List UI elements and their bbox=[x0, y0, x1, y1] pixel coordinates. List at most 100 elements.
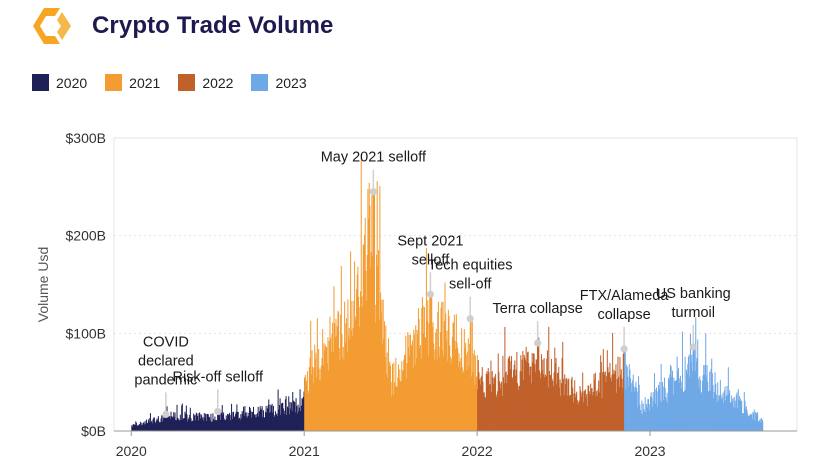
volume-bar bbox=[235, 414, 237, 431]
annotation-label: Risk-off selloff bbox=[172, 369, 263, 385]
volume-bar bbox=[368, 182, 370, 431]
volume-bar bbox=[235, 411, 237, 431]
volume-bar bbox=[622, 387, 624, 431]
volume-bar bbox=[136, 425, 138, 431]
volume-bar bbox=[258, 416, 260, 431]
volume-bar bbox=[280, 403, 282, 431]
volume-bar bbox=[417, 308, 419, 431]
volume-bar bbox=[364, 234, 366, 431]
volume-bar bbox=[631, 391, 633, 431]
volume-bar bbox=[652, 406, 654, 431]
volume-bar bbox=[592, 392, 594, 431]
legend-item-2022[interactable]: 2022 bbox=[178, 74, 233, 91]
volume-bar bbox=[435, 332, 437, 431]
volume-bar bbox=[689, 376, 691, 431]
volume-bar bbox=[381, 299, 383, 431]
volume-bar bbox=[190, 418, 192, 431]
volume-bar bbox=[157, 419, 159, 431]
volume-bar bbox=[362, 244, 364, 431]
volume-bar bbox=[511, 376, 513, 431]
volume-bar bbox=[530, 366, 532, 431]
volume-bar bbox=[406, 363, 408, 431]
volume-bar bbox=[529, 366, 531, 431]
volume-bar bbox=[411, 340, 413, 431]
volume-bar bbox=[534, 371, 536, 431]
volume-bar bbox=[552, 386, 554, 431]
volume-bar bbox=[207, 414, 209, 431]
volume-bar bbox=[347, 299, 349, 431]
volume-bar bbox=[741, 400, 743, 431]
legend-item-2023[interactable]: 2023 bbox=[251, 74, 307, 91]
volume-bar bbox=[272, 412, 274, 431]
volume-bar bbox=[333, 286, 335, 431]
volume-bar bbox=[636, 387, 638, 431]
volume-bar bbox=[582, 402, 584, 431]
volume-bar bbox=[559, 379, 561, 431]
volume-bar bbox=[605, 381, 607, 431]
volume-bar bbox=[213, 420, 215, 431]
volume-bar bbox=[606, 350, 608, 431]
volume-bar bbox=[340, 265, 342, 431]
volume-bar bbox=[728, 393, 730, 431]
volume-bar bbox=[266, 412, 268, 431]
volume-bar bbox=[474, 384, 476, 431]
legend-item-2020[interactable]: 2020 bbox=[32, 74, 87, 91]
volume-bar bbox=[247, 415, 249, 431]
volume-bar bbox=[409, 334, 411, 431]
volume-bar bbox=[656, 387, 658, 431]
annotation-label: collapse bbox=[597, 307, 650, 323]
volume-bar bbox=[594, 379, 596, 431]
volume-bar bbox=[290, 408, 292, 431]
volume-bar bbox=[153, 417, 155, 431]
volume-bar bbox=[690, 362, 692, 431]
volume-bar bbox=[203, 420, 205, 431]
volume-bar bbox=[479, 379, 481, 431]
volume-bar bbox=[649, 410, 651, 431]
volume-bar bbox=[513, 369, 515, 431]
volume-bar bbox=[757, 412, 759, 431]
volume-bar bbox=[724, 386, 726, 431]
volume-bar bbox=[578, 400, 580, 431]
volume-bar bbox=[473, 349, 475, 431]
volume-bar bbox=[746, 409, 748, 431]
volume-bar bbox=[442, 301, 444, 431]
volume-bar bbox=[563, 395, 565, 431]
volume-bar bbox=[752, 412, 754, 431]
volume-bar bbox=[513, 364, 515, 431]
volume-bar bbox=[648, 399, 650, 431]
volume-bar bbox=[585, 397, 587, 431]
volume-bar bbox=[131, 425, 133, 431]
volume-bar bbox=[165, 417, 167, 431]
volume-bar bbox=[372, 194, 374, 431]
volume-bar bbox=[292, 391, 294, 431]
volume-bar bbox=[330, 337, 332, 431]
volume-bar bbox=[414, 364, 416, 431]
legend-item-2021[interactable]: 2021 bbox=[105, 74, 160, 91]
volume-bar bbox=[576, 391, 578, 431]
volume-bar bbox=[256, 412, 258, 431]
volume-bar bbox=[331, 333, 333, 431]
volume-bar bbox=[485, 373, 487, 431]
volume-bar bbox=[302, 396, 304, 431]
volume-bar bbox=[528, 363, 530, 431]
volume-bar bbox=[160, 418, 162, 431]
volume-bar bbox=[149, 413, 151, 431]
volume-bar bbox=[161, 415, 163, 431]
volume-bar bbox=[399, 381, 401, 431]
volume-bar bbox=[171, 416, 173, 431]
volume-bar bbox=[340, 314, 342, 431]
volume-bar bbox=[626, 364, 628, 431]
volume-bar bbox=[642, 403, 644, 431]
volume-bar bbox=[177, 418, 179, 431]
volume-bar bbox=[574, 397, 576, 431]
volume-bar bbox=[678, 378, 680, 431]
volume-bar bbox=[375, 322, 377, 431]
volume-bar bbox=[598, 392, 600, 431]
volume-bar bbox=[237, 412, 239, 431]
volume-bar bbox=[737, 408, 739, 431]
volume-bar bbox=[711, 358, 713, 431]
annotation-dot bbox=[466, 315, 474, 323]
volume-bar bbox=[239, 417, 241, 431]
volume-bar bbox=[162, 415, 164, 431]
chart-bars bbox=[131, 155, 764, 431]
